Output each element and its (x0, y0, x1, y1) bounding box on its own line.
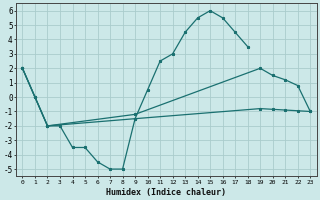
X-axis label: Humidex (Indice chaleur): Humidex (Indice chaleur) (106, 188, 226, 197)
